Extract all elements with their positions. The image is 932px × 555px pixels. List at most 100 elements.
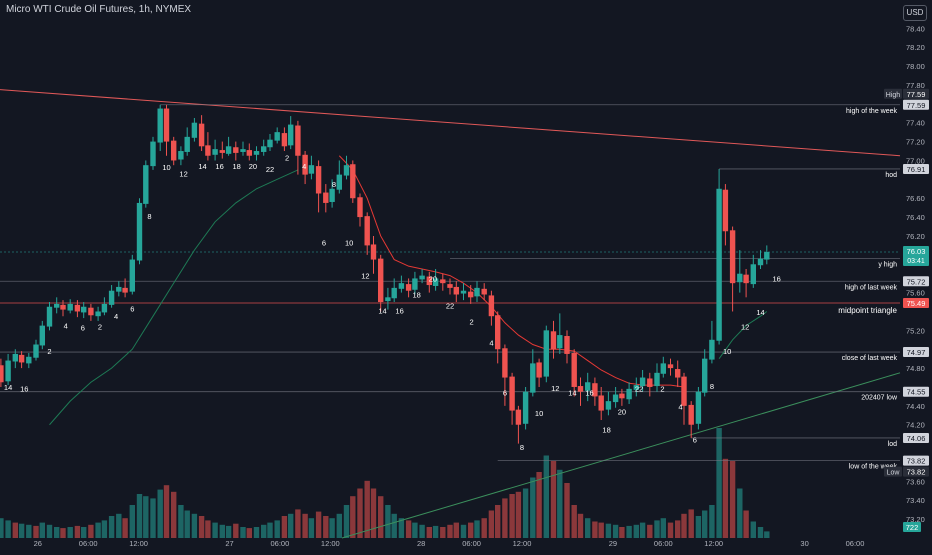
price-tag-text: 75.72 [907, 277, 926, 286]
level-label: high of the week [846, 108, 897, 115]
volume-bar [116, 513, 122, 538]
candle-body [647, 378, 653, 387]
price-tag-text: 74.06 [907, 434, 926, 443]
volume-bar [474, 520, 480, 538]
price-tick-label: 76.20 [906, 232, 925, 241]
price-tag [903, 347, 929, 358]
candle-body [157, 108, 163, 143]
volume-bar [39, 522, 45, 538]
moving-average-green-right [718, 311, 768, 359]
price-tag-text: 74.97 [907, 348, 926, 357]
time-tick-label: 06:00 [79, 539, 98, 548]
bar-count-label: 20 [429, 274, 437, 283]
candle-body [488, 295, 495, 317]
volume-bar [253, 527, 260, 538]
candle-body [302, 154, 308, 175]
candle-body [481, 288, 487, 295]
price-tag-text: 74.55 [907, 388, 926, 397]
time-tick-label: 12:00 [129, 539, 148, 548]
candle-body [564, 336, 570, 354]
volume-bar [60, 528, 66, 538]
bar-count-label: 22 [635, 385, 643, 394]
volume-bar [391, 513, 397, 538]
volume-bar [343, 505, 350, 538]
candle-body [571, 353, 577, 387]
bar-count-label: 22 [446, 302, 454, 311]
candle-body [502, 348, 508, 378]
bar-count-label: 14 [198, 162, 206, 171]
volume-bar [564, 483, 570, 538]
candle-body [0, 365, 4, 383]
volume-bar [267, 522, 273, 538]
volume-bar [764, 531, 770, 538]
bar-count-label: 4 [678, 403, 682, 412]
currency-button[interactable]: USD [903, 5, 927, 21]
bar-count-label: 18 [233, 162, 241, 171]
price-tick-label: 73.40 [906, 496, 925, 505]
volume-bar [405, 520, 412, 538]
volume-bar [426, 527, 432, 538]
high-value-tag [903, 88, 929, 99]
price-tag-text: 75.49 [907, 299, 926, 308]
candle-body [364, 216, 370, 246]
volume-bar [323, 516, 329, 538]
volume-bar [468, 522, 474, 538]
volume-bar [12, 522, 18, 538]
volume-bar [88, 524, 94, 538]
candle-body [67, 303, 73, 311]
volume-bar [212, 522, 218, 538]
volume-tag [903, 522, 921, 532]
bar-count-label: 22 [266, 165, 274, 174]
low-badge-text: Low [887, 470, 901, 477]
volume-bar [74, 525, 81, 538]
volume-bar [288, 513, 294, 538]
level-label: low of the week [849, 464, 898, 471]
price-tag [903, 99, 929, 110]
bar-count-label: 12 [179, 170, 187, 179]
price-tag [903, 386, 929, 397]
candle-body [660, 363, 666, 374]
volume-bar [522, 488, 529, 538]
candle-body [626, 388, 632, 400]
volume-bar [550, 461, 557, 538]
volume-bar [81, 527, 87, 538]
bar-count-label: 4 [302, 162, 306, 171]
bar-count-label: 16 [395, 306, 403, 315]
candle-body [88, 307, 94, 316]
time-tick-label: 27 [225, 539, 233, 548]
candle-body [5, 360, 11, 382]
candle-body [737, 273, 743, 283]
volume-bar [370, 488, 377, 538]
price-tag [903, 163, 929, 174]
volume-bar [605, 523, 612, 538]
volume-bar [447, 524, 453, 538]
volume-bar [357, 488, 363, 538]
candle-body [184, 136, 190, 152]
time-tick-label: 12:00 [513, 539, 532, 548]
volume-bar [412, 522, 418, 538]
volume-bar [336, 513, 342, 538]
volume-bar [308, 518, 315, 538]
time-tick-label: 29 [609, 539, 617, 548]
candle-body [74, 304, 81, 312]
candle-body [750, 264, 756, 285]
volume-bar [122, 518, 128, 538]
current-price-tag-text: 76.03 [907, 247, 926, 256]
volume-bar [460, 524, 467, 538]
candle-body [288, 124, 294, 146]
volume-bar [557, 469, 563, 538]
volume-bar [619, 527, 625, 538]
volume-bar [688, 509, 694, 538]
volume-bar [647, 524, 653, 538]
volume-bar [46, 524, 53, 538]
candle-body [509, 376, 515, 411]
volume-bar [67, 527, 73, 538]
candle-body [419, 275, 425, 280]
price-tick-label: 75.20 [906, 326, 925, 335]
bar-count-label: 2 [470, 318, 474, 327]
volume-bar [18, 523, 25, 538]
bar-count-label: 6 [693, 436, 697, 445]
volume-bar [364, 480, 370, 538]
